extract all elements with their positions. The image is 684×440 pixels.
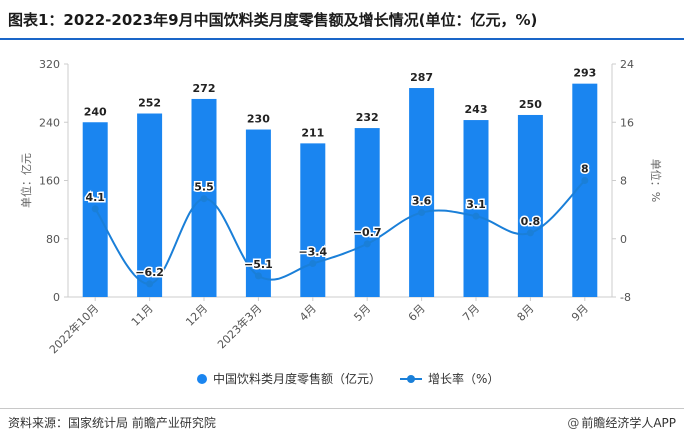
- source-note: 资料来源：国家统计局 前瞻产业研究院: [8, 416, 216, 430]
- bar: [517, 114, 543, 297]
- bar: [409, 88, 435, 297]
- y-tick-left: 80: [46, 233, 60, 246]
- line-data-label: −0.7: [353, 226, 382, 239]
- y-tick-right: 16: [620, 116, 634, 129]
- chart-title: 图表1：2022-2023年9月中国饮料类月度零售额及增长情况(单位：亿元，%): [8, 11, 538, 29]
- bar-data-label: 272: [193, 82, 216, 95]
- at-sign-icon: @: [567, 416, 580, 430]
- bar-data-label: 293: [573, 67, 596, 80]
- x-tick-label: 7月: [460, 302, 482, 324]
- x-tick-label: 9月: [569, 302, 591, 324]
- line-data-label: 4.1: [85, 191, 105, 204]
- line-data-label: −5.1: [244, 258, 273, 271]
- y-tick-right: -8: [620, 291, 631, 304]
- line-point: [146, 280, 154, 288]
- line-point: [91, 205, 99, 213]
- footer-divider: [0, 408, 684, 409]
- x-tick-label: 2022年10月: [46, 301, 101, 356]
- x-tick-label: 8月: [515, 302, 537, 324]
- bar: [354, 128, 380, 297]
- brand-credit: @ 前瞻经济学人APP: [567, 414, 676, 431]
- chart-canvas: 0 80 160 240 320 -8 0 8 16 24 单位：亿元 单位：% 240 252 272 23…: [19, 58, 663, 386]
- bar-data-label: 232: [356, 111, 379, 124]
- y-tick-left: 0: [53, 291, 60, 304]
- line-data-label: 0.8: [521, 215, 541, 228]
- legend-bar-label: 中国饮料类月度零售额（亿元）: [213, 371, 381, 386]
- y-axis-title-left: 单位：亿元: [19, 153, 33, 208]
- bar-data-label: 287: [410, 71, 433, 84]
- line-point: [363, 240, 371, 248]
- legend-line-label: 增长率（%）: [428, 371, 499, 386]
- bar-data-label: 240: [84, 105, 107, 118]
- bar-data-label: 230: [247, 113, 270, 126]
- line-data-label: 3.6: [412, 195, 432, 208]
- bar-data-label: 211: [301, 126, 324, 139]
- x-tick-label: 5月: [351, 302, 373, 324]
- y-tick-left: 240: [39, 116, 60, 129]
- line-point: [254, 272, 262, 280]
- brand-text: 前瞻经济学人APP: [581, 416, 676, 430]
- line-data-label: 5.5: [194, 181, 214, 194]
- line-data-label: 3.1: [466, 198, 486, 211]
- line-point: [581, 177, 589, 184]
- x-tick-label: 6月: [406, 302, 428, 324]
- y-tick-right: 0: [620, 233, 627, 246]
- line-point: [418, 209, 426, 217]
- x-tick-label: 12月: [183, 302, 210, 329]
- line-data-label: −6.2: [135, 266, 164, 279]
- line-point: [526, 229, 534, 237]
- bar: [463, 120, 489, 297]
- y-tick-right: 8: [620, 175, 627, 188]
- bar: [245, 129, 271, 297]
- y-tick-left: 320: [39, 58, 60, 71]
- bar: [137, 113, 163, 297]
- line-point: [472, 212, 480, 220]
- y-tick-right: 24: [620, 58, 634, 71]
- title-divider: [0, 38, 684, 40]
- x-tick-label: 2023年3月: [214, 301, 264, 351]
- bar-data-label: 250: [519, 98, 542, 111]
- line-point: [309, 260, 317, 268]
- y-axis-title-right: 单位：%: [649, 159, 663, 202]
- x-tick-label: 11月: [129, 302, 156, 329]
- y-tick-left: 160: [39, 175, 60, 188]
- legend-line-marker: [407, 375, 415, 383]
- x-tick-label: 4月: [297, 302, 319, 324]
- bar: [300, 143, 326, 297]
- bar-data-label: 243: [465, 103, 488, 116]
- line-point: [200, 195, 208, 203]
- line-data-label: 8: [581, 163, 589, 176]
- line-data-label: −3.4: [298, 246, 327, 259]
- growth-rate-line: [94, 179, 586, 285]
- legend-bar-swatch: [197, 374, 207, 384]
- bar-data-label: 252: [138, 97, 161, 110]
